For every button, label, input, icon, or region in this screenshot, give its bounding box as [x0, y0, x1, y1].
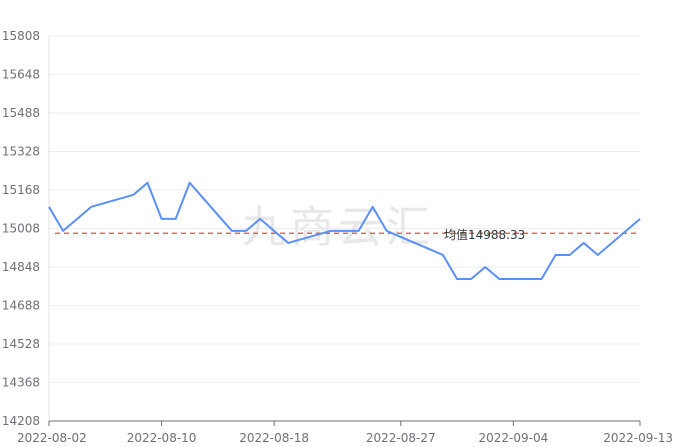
y-tick-label: 14528: [2, 337, 40, 351]
y-tick-label: 15488: [2, 106, 40, 120]
x-tick-label: 2022-08-02: [17, 431, 87, 445]
x-tick-label: 2022-08-10: [127, 431, 197, 445]
y-tick-label: 14688: [2, 299, 40, 313]
watermark-text: 九商云汇: [242, 202, 434, 253]
x-tick-label: 2022-08-18: [239, 431, 309, 445]
series: [48, 181, 641, 281]
y-tick-label: 15008: [2, 222, 40, 236]
y-tick-label: 15648: [2, 68, 40, 82]
y-tick-label: 14208: [2, 414, 40, 428]
mean-label: 均值14988.33: [444, 227, 525, 242]
series-line: [48, 181, 641, 281]
y-tick-label: 14368: [2, 376, 40, 390]
y-tick-label: 15168: [2, 183, 40, 197]
axes: 14208 14368 14528 14688 14848 15008 15168 15328…: [2, 29, 673, 445]
x-tick-label: 2022-09-13: [603, 431, 673, 445]
grid: [49, 35, 640, 383]
mean-marker: 均值14988.33: [55, 227, 640, 242]
y-tick-label: 15328: [2, 145, 40, 159]
x-tick-label: 2022-08-27: [366, 431, 436, 445]
y-tick-label: 14848: [2, 260, 40, 274]
x-tick-label: 2022-09-04: [478, 431, 548, 445]
y-tick-label: 15808: [2, 29, 40, 43]
